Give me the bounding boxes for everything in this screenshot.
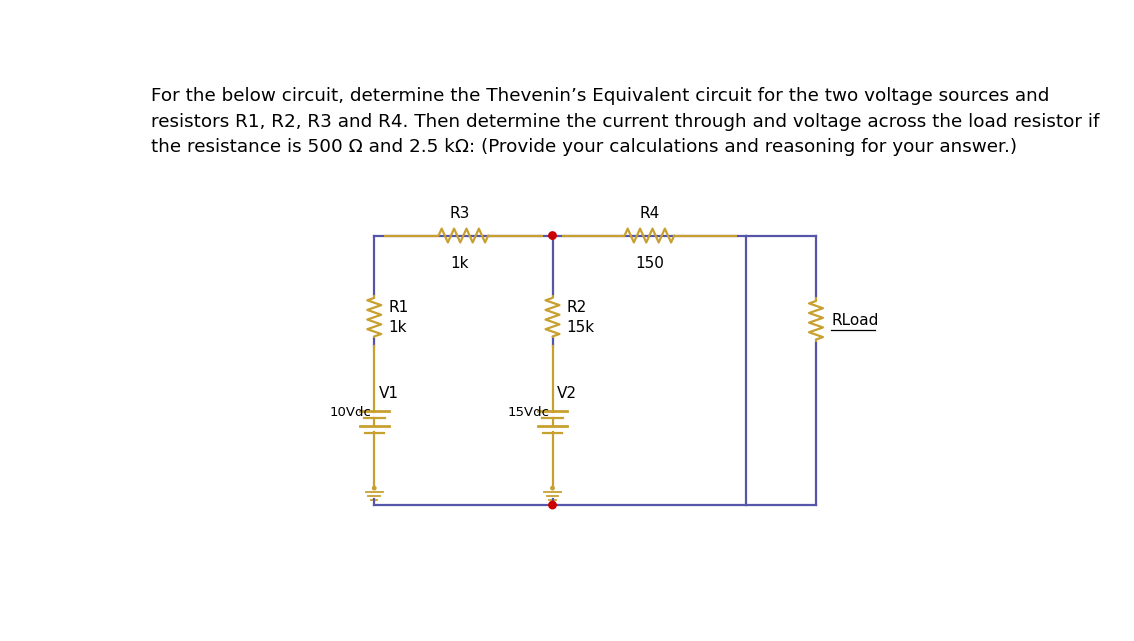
- Circle shape: [551, 487, 555, 490]
- Text: R2: R2: [567, 301, 586, 315]
- Circle shape: [549, 232, 556, 239]
- Text: 1k: 1k: [388, 320, 407, 335]
- Text: V1: V1: [379, 385, 399, 401]
- Text: R3: R3: [449, 206, 469, 221]
- Text: RLoad: RLoad: [831, 313, 879, 328]
- Text: For the below circuit, determine the Thevenin’s Equivalent circuit for the two v: For the below circuit, determine the The…: [151, 87, 1100, 156]
- Text: 15Vdc: 15Vdc: [508, 406, 550, 419]
- Text: 10Vdc: 10Vdc: [329, 406, 371, 419]
- Text: 1k: 1k: [450, 256, 468, 271]
- Text: V2: V2: [557, 385, 577, 401]
- Text: 150: 150: [635, 256, 663, 271]
- Circle shape: [549, 501, 556, 509]
- Text: 15k: 15k: [567, 320, 594, 335]
- Text: R1: R1: [388, 301, 408, 315]
- Text: R4: R4: [640, 206, 660, 221]
- Circle shape: [373, 487, 376, 490]
